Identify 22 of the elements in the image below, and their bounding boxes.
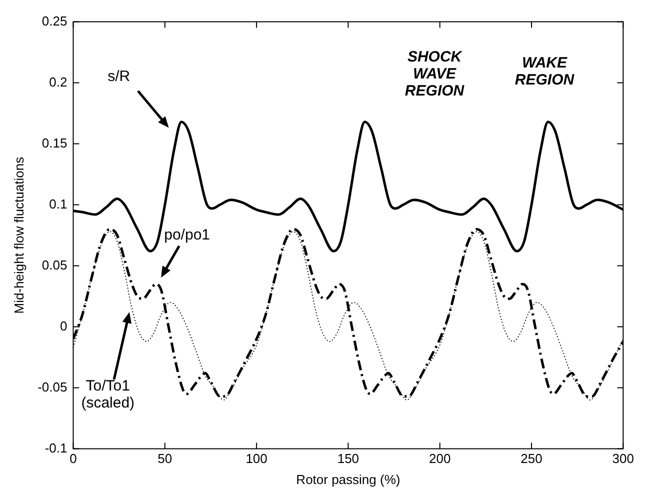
y-tick-label: -0.1 bbox=[44, 440, 68, 456]
x-tick-label: 50 bbox=[158, 451, 172, 466]
y-tick-label: -0.05 bbox=[38, 379, 68, 394]
y-tick-label: 0.1 bbox=[49, 196, 68, 212]
x-tick-label: 200 bbox=[428, 451, 451, 466]
y-tick-label: 0 bbox=[60, 318, 68, 334]
annotation: To/To1 (scaled) bbox=[81, 378, 135, 412]
x-axis-title: Rotor passing (%) bbox=[296, 472, 400, 487]
x-tick-label: 100 bbox=[246, 451, 268, 466]
y-tick-label: 0.05 bbox=[42, 257, 68, 272]
y-axis-title: Mid-height flow fluctuations bbox=[11, 156, 26, 314]
annotation: WAKE REGION bbox=[514, 54, 576, 88]
x-tick-label: 250 bbox=[520, 451, 542, 466]
x-tick-label: 300 bbox=[612, 451, 634, 466]
x-tick-label: 150 bbox=[337, 451, 360, 466]
annotation: po/po1 bbox=[164, 226, 210, 244]
annotation: SHOCK WAVE REGION bbox=[404, 48, 466, 100]
annotation: s/R bbox=[108, 68, 130, 86]
y-tick-label: 0.15 bbox=[42, 135, 68, 150]
x-tick-label: 0 bbox=[70, 451, 77, 466]
y-tick-label: 0.25 bbox=[42, 13, 68, 28]
y-tick-label: 0.2 bbox=[49, 74, 68, 90]
